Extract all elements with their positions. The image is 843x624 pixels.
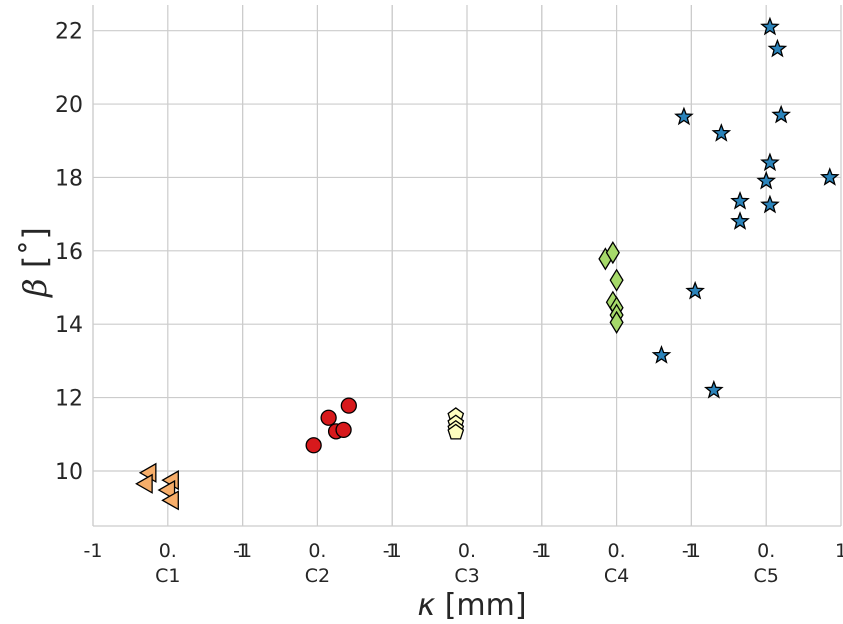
x-tick-label: 1 <box>835 540 843 562</box>
x-tick-label: -1 <box>233 540 252 562</box>
point-c1 <box>135 473 153 494</box>
point-c5 <box>760 152 780 172</box>
x-axis-symbol: κ <box>417 588 435 623</box>
y-axis-label: β [˚] <box>16 227 54 298</box>
x-axis-unit: [mm] <box>445 588 527 623</box>
point-c4 <box>609 310 624 334</box>
point-c2 <box>340 397 357 414</box>
y-tick-label: 12 <box>55 387 83 412</box>
x-tick-label: 0. <box>458 540 476 562</box>
y-tick-label: 16 <box>55 240 83 265</box>
y-tick-label: 18 <box>55 166 83 191</box>
point-c4 <box>609 268 624 292</box>
point-c4 <box>605 241 620 265</box>
y-tick-label: 22 <box>55 20 83 45</box>
x-tick-label: 0. <box>159 540 177 562</box>
x-tick-label: -1 <box>532 540 551 562</box>
group-label-c5: C5 <box>754 565 779 587</box>
x-tick-label: -1 <box>383 540 402 562</box>
x-tick-label: 0. <box>608 540 626 562</box>
x-tick-label: -1 <box>682 540 701 562</box>
group-labels: C1 C2 C3 C4 C5 <box>155 565 779 587</box>
point-c1 <box>157 479 176 501</box>
grid-lines <box>92 5 842 526</box>
point-c5 <box>730 211 750 230</box>
point-c2 <box>305 437 322 454</box>
point-c2 <box>320 409 337 426</box>
point-c5 <box>651 345 672 364</box>
y-axis-symbol: β <box>16 278 54 298</box>
point-c5 <box>756 170 777 190</box>
group-label-c2: C2 <box>305 565 330 587</box>
x-axis-label: κ [mm] <box>417 588 526 623</box>
point-c1 <box>161 490 179 511</box>
point-c5 <box>685 280 705 300</box>
point-c5 <box>760 194 780 214</box>
point-c5 <box>767 38 788 58</box>
group-label-c1: C1 <box>155 565 180 587</box>
point-c3 <box>447 423 465 440</box>
x-tick-label: -1 <box>84 540 103 562</box>
group-label-c4: C4 <box>604 565 629 587</box>
x-tick-label: 0. <box>757 540 775 562</box>
point-c2 <box>335 421 352 439</box>
group-label-c3: C3 <box>454 565 479 587</box>
point-c5 <box>704 379 724 399</box>
point-c5 <box>819 167 840 186</box>
point-c5 <box>711 123 732 142</box>
point-c5 <box>760 16 780 36</box>
point-c5 <box>771 104 791 124</box>
x-tick-label: 0. <box>308 540 326 562</box>
y-tick-label: 14 <box>55 313 83 338</box>
data-points <box>135 16 840 511</box>
x-tick-label: 1 <box>536 540 548 562</box>
x-tick-label: 1 <box>237 540 249 562</box>
point-c5 <box>730 190 750 210</box>
x-tick-label: 1 <box>685 540 697 562</box>
point-c5 <box>674 106 694 126</box>
y-axis-unit: [˚] <box>16 227 54 268</box>
x-tick-label: 1 <box>386 540 398 562</box>
y-tick-label: 10 <box>55 460 83 485</box>
y-tick-label: 20 <box>55 93 83 118</box>
